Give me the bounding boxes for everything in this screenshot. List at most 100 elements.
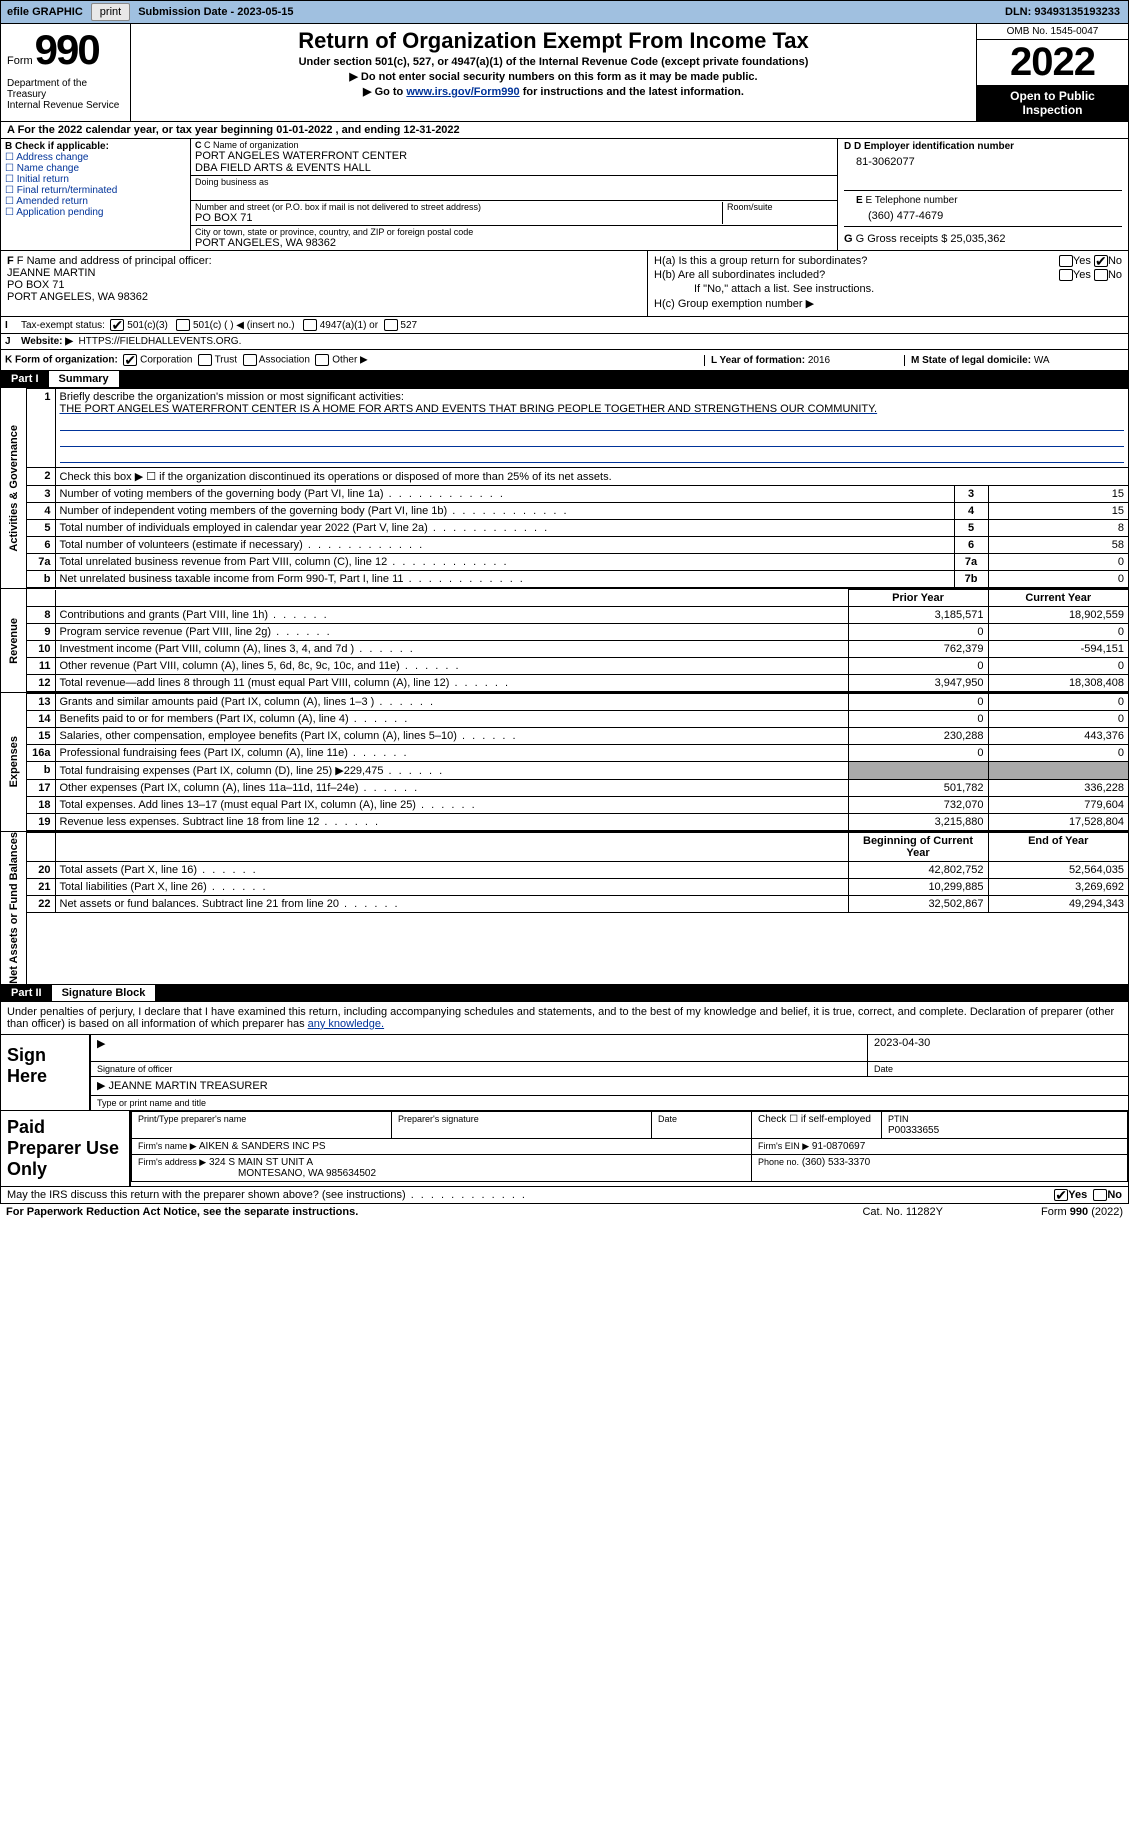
m-lbl: M State of legal domicile:	[911, 355, 1034, 366]
street-val: PO BOX 71	[195, 212, 722, 224]
mission-lbl: Briefly describe the organization's miss…	[60, 391, 404, 403]
print-button[interactable]: print	[91, 3, 130, 21]
table-row: 5 Total number of individuals employed i…	[27, 520, 1128, 537]
street-lbl: Number and street (or P.O. box if mail i…	[195, 202, 722, 212]
ha-no: No	[1108, 255, 1122, 267]
row-prior: 732,070	[848, 797, 988, 814]
chk-501c[interactable]	[176, 319, 190, 331]
row-box: 4	[954, 503, 988, 520]
irs-link[interactable]: www.irs.gov/Form990	[406, 86, 519, 98]
row-current: 0	[988, 694, 1128, 711]
chk-4947[interactable]	[303, 319, 317, 331]
chk-assoc[interactable]	[243, 354, 257, 366]
box-h: H(a) Is this a group return for subordin…	[648, 251, 1128, 316]
pra-notice: For Paperwork Reduction Act Notice, see …	[6, 1206, 862, 1218]
side-rev-text: Revenue	[8, 618, 20, 664]
hb-yes-chk[interactable]	[1059, 269, 1073, 281]
tel-lbl: E Telephone number	[865, 195, 957, 206]
sig-text-pre: Under penalties of perjury, I declare th…	[7, 1006, 1114, 1030]
part-ii-num: Part II	[1, 985, 52, 1001]
officer-addr1: PO BOX 71	[7, 279, 64, 291]
row-prior: 3,947,950	[848, 675, 988, 692]
h2: Preparer's signature	[398, 1114, 479, 1124]
row-desc: Professional fundraising fees (Part IX, …	[55, 745, 848, 762]
l-lbl: L Year of formation:	[711, 355, 808, 366]
rev-hdr-row: Prior Year Current Year	[27, 590, 1128, 607]
f-lbl: F Name and address of principal officer:	[17, 255, 212, 267]
box-l: L Year of formation: 2016	[704, 355, 904, 366]
chk-other[interactable]	[315, 354, 329, 366]
row-num: b	[27, 762, 55, 780]
box-f: F F Name and address of principal office…	[1, 251, 648, 316]
row-prior: 0	[848, 711, 988, 728]
row-current: 18,902,559	[988, 607, 1128, 624]
side-revenue: Revenue	[1, 589, 27, 692]
chk-trust[interactable]	[198, 354, 212, 366]
mission-num: 1	[27, 389, 55, 468]
discuss-yes-chk[interactable]	[1054, 1189, 1068, 1201]
h-b: H(b) Are all subordinates included? Yes …	[654, 269, 1122, 281]
row-val: 8	[988, 520, 1128, 537]
sig-date-val: 2023-04-30	[874, 1037, 930, 1049]
i-o3: 4947(a)(1) or	[320, 320, 378, 331]
ha-no-chk[interactable]	[1094, 255, 1108, 267]
ha-yes-chk[interactable]	[1059, 255, 1073, 267]
chk-pending[interactable]: ☐ Application pending	[5, 207, 186, 218]
chk-corp[interactable]	[123, 354, 137, 366]
mission-row: 1 Briefly describe the organization's mi…	[27, 389, 1128, 468]
chk-amended[interactable]: ☐ Amended return	[5, 196, 186, 207]
dba-cell: Doing business as	[191, 176, 837, 201]
fein-lbl: Firm's EIN ▶	[758, 1141, 809, 1151]
header-right: OMB No. 1545-0047 2022 Open to Public In…	[976, 24, 1128, 121]
chk-527[interactable]	[384, 319, 398, 331]
row-prior: 0	[848, 694, 988, 711]
officer-name-val: ▶ JEANNE MARTIN TREASURER	[91, 1077, 1128, 1095]
rev-content: Prior Year Current Year 8 Contributions …	[27, 589, 1128, 692]
chk-501c3[interactable]	[110, 319, 124, 331]
rev-table: Prior Year Current Year 8 Contributions …	[27, 589, 1128, 692]
side-expenses: Expenses	[1, 693, 27, 831]
row-val: 58	[988, 537, 1128, 554]
cat-no: Cat. No. 11282Y	[862, 1206, 943, 1218]
any-knowledge-link[interactable]: any knowledge.	[308, 1018, 384, 1030]
footer-form: Form	[1041, 1206, 1070, 1218]
row-desc: Number of independent voting members of …	[55, 503, 954, 520]
row-prior: 32,502,867	[848, 896, 988, 913]
chk-final[interactable]: ☐ Final return/terminated	[5, 185, 186, 196]
row-current	[988, 762, 1128, 780]
box-d: D D Employer identification number 81-30…	[838, 139, 1128, 250]
row-desc: Total unrelated business revenue from Pa…	[55, 554, 954, 571]
chk-initial[interactable]: ☐ Initial return	[5, 174, 186, 185]
chk-address[interactable]: ☐ Address change	[5, 152, 186, 163]
net-hdr-row: Beginning of Current Year End of Year	[27, 833, 1128, 862]
discuss-no-chk[interactable]	[1093, 1189, 1107, 1201]
side-exp-text: Expenses	[8, 736, 20, 787]
row-desc: Other revenue (Part VIII, column (A), li…	[55, 658, 848, 675]
dept-treasury: Department of the Treasury Internal Reve…	[7, 78, 124, 111]
row-prior: 10,299,885	[848, 879, 988, 896]
website-val: HTTPS://FIELDHALLEVENTS.ORG.	[79, 336, 242, 347]
submission-date: Submission Date - 2023-05-15	[132, 6, 299, 18]
i-lbl: Tax-exempt status:	[21, 320, 105, 331]
signature-declaration: Under penalties of perjury, I declare th…	[0, 1002, 1129, 1035]
signer-name: JEANNE MARTIN TREASURER	[109, 1080, 268, 1092]
i-o2: 501(c) ( ) ◀ (insert no.)	[193, 320, 295, 331]
hb-no-chk[interactable]	[1094, 269, 1108, 281]
ptin: P00333655	[888, 1125, 939, 1136]
org-name-2: DBA FIELD ARTS & EVENTS HALL	[195, 162, 833, 174]
table-row: 11 Other revenue (Part VIII, column (A),…	[27, 658, 1128, 675]
chk-name[interactable]: ☐ Name change	[5, 163, 186, 174]
i-o4: 527	[400, 320, 417, 331]
part-i-title: Summary	[49, 371, 119, 387]
net-assets-section: Net Assets or Fund Balances Beginning of…	[0, 832, 1129, 985]
row-current: 779,604	[988, 797, 1128, 814]
row-prior: 42,802,752	[848, 862, 988, 879]
row-box: 6	[954, 537, 988, 554]
h-c: H(c) Group exemption number ▶	[654, 297, 1122, 310]
row-desc: Revenue less expenses. Subtract line 18 …	[55, 814, 848, 831]
table-row: 15 Salaries, other compensation, employe…	[27, 728, 1128, 745]
row-prior: 501,782	[848, 780, 988, 797]
row-current: 18,308,408	[988, 675, 1128, 692]
header-sub1: Under section 501(c), 527, or 4947(a)(1)…	[137, 56, 970, 68]
row-num: 19	[27, 814, 55, 831]
